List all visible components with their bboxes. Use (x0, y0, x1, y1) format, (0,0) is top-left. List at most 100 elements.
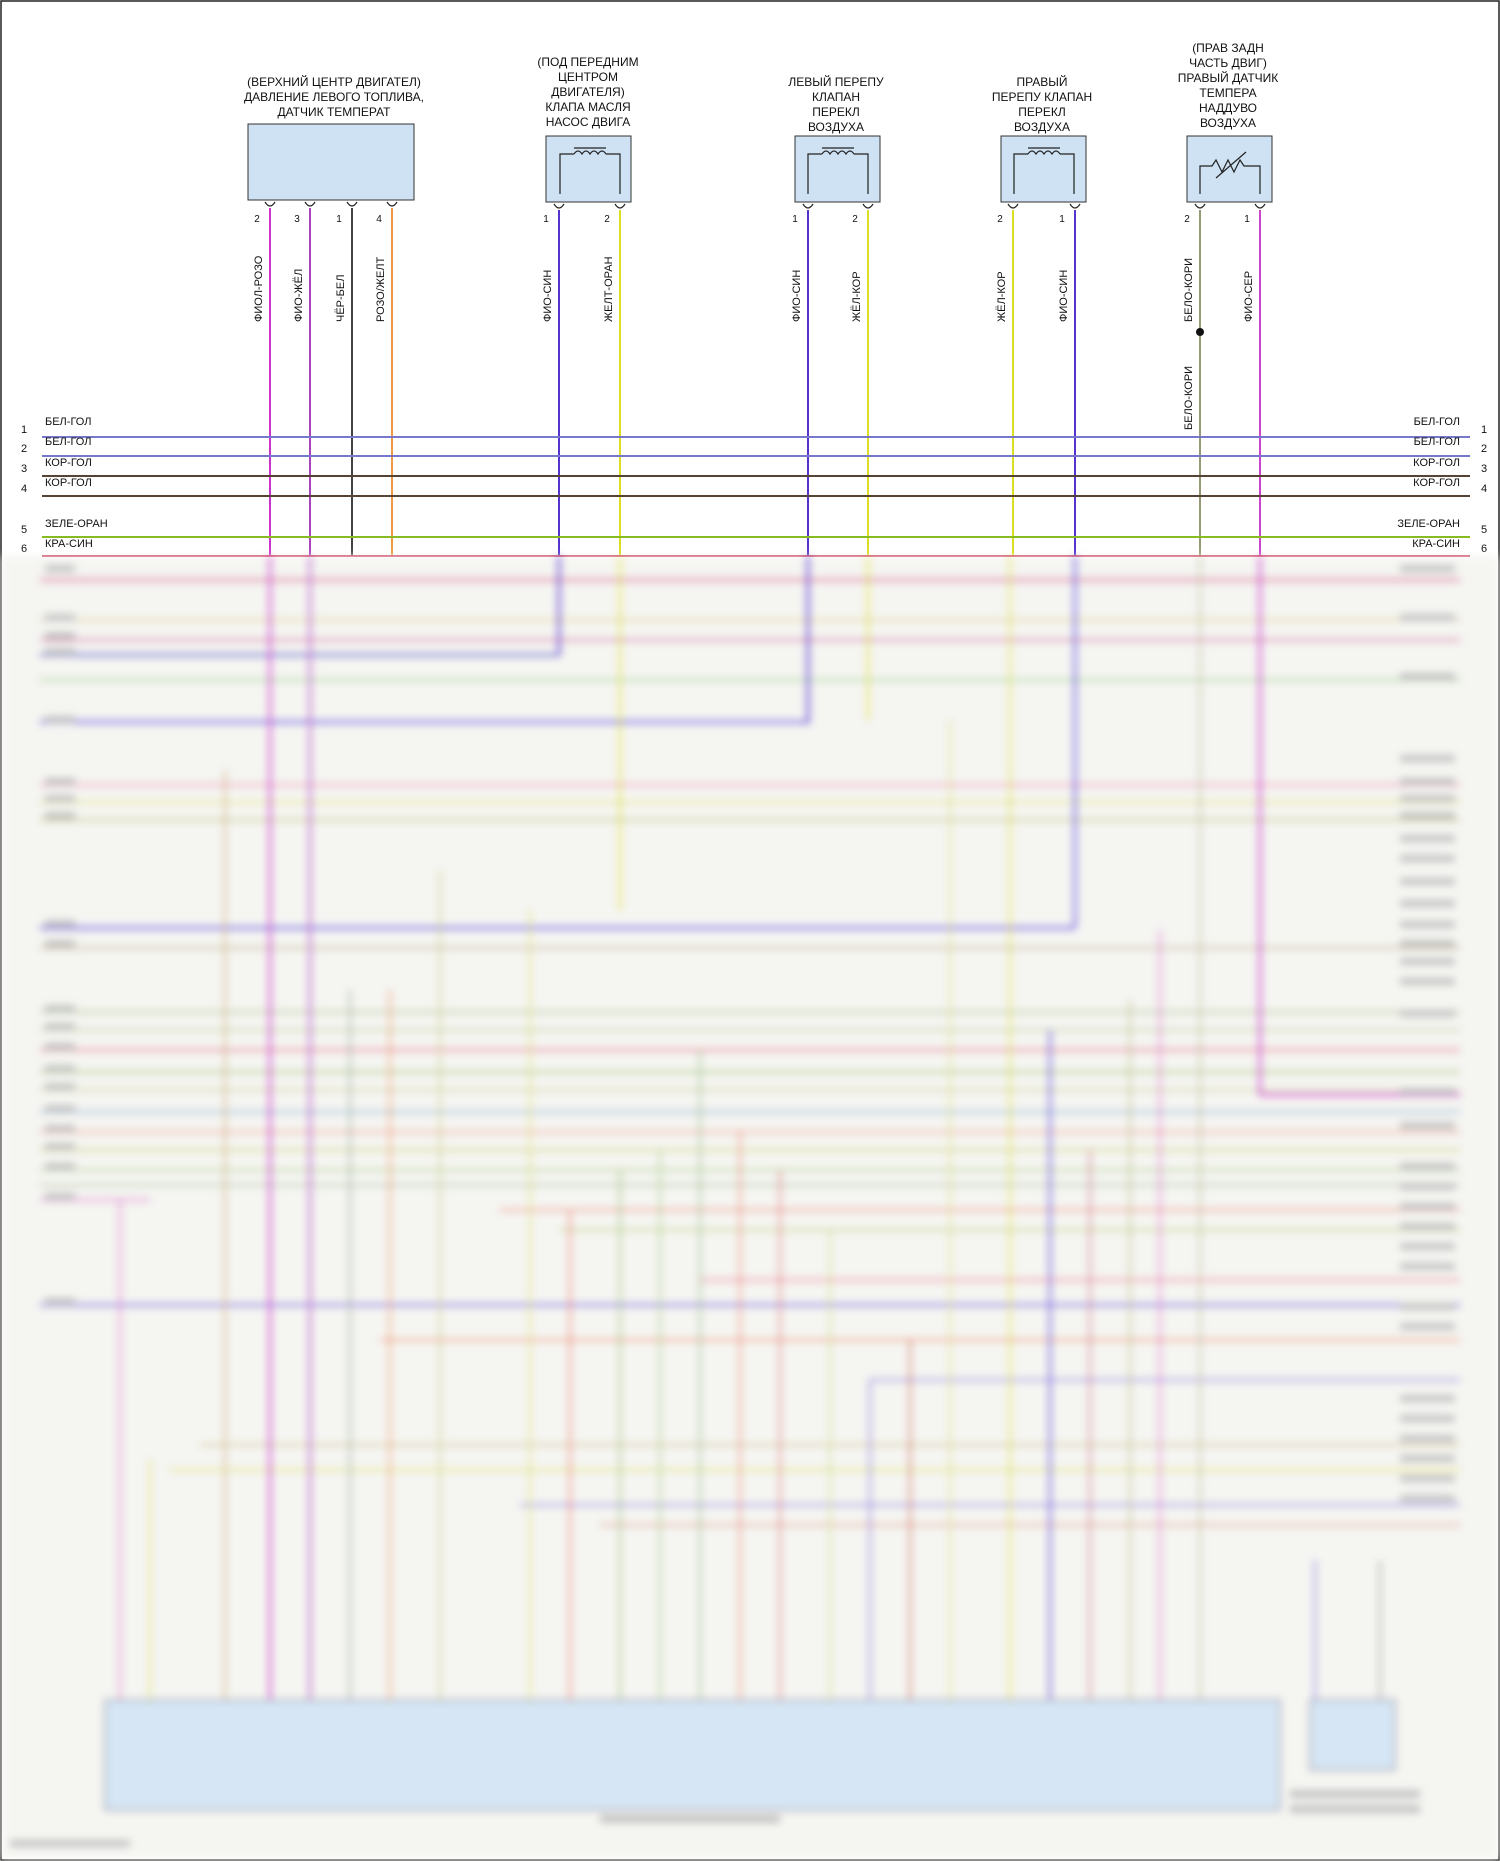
bus-number-left: 5 (21, 524, 27, 536)
connector-terminal (1069, 203, 1081, 209)
component-label-line: ДВИГАТЕЛЯ) (551, 85, 624, 99)
component-label-line: ПЕРЕКЛ (1018, 105, 1066, 119)
wire-label: ЧЁР-БЕЛ (335, 275, 347, 322)
bus-number-left: 4 (21, 483, 27, 495)
pin-number: 1 (792, 214, 798, 225)
bus-lines: 1 БЕЛ-ГОЛ 2 БЕЛ-ГОЛ 3 КОР-ГОЛ 4 КОР-ГОЛ 5 ЗЕЛЕ-ОР… (21, 416, 1487, 557)
component-label-line: ЦЕНТРОМ (558, 70, 618, 84)
connector-terminal (304, 201, 316, 207)
solenoid-icon (807, 147, 869, 194)
component-label-line: ТЕМПЕРА (1199, 86, 1256, 100)
bus-number-left: 3 (21, 463, 27, 475)
valve-box (1000, 135, 1087, 203)
pin-number: 1 (1059, 214, 1065, 225)
sensor-box (247, 123, 415, 201)
wire-label: ЖЕЛТ-ОРАН (603, 256, 615, 322)
connector-terminal (614, 203, 626, 209)
bus-label-right: КОР-ГОЛ (1413, 457, 1460, 469)
connector-terminal (1194, 203, 1206, 209)
pin-number: 2 (604, 214, 610, 225)
sensor-box (1186, 135, 1273, 203)
pin-number: 2 (997, 214, 1003, 225)
bus-label-left: КОР-ГОЛ (45, 457, 92, 469)
bus-label-left: КРА-СИН (45, 538, 93, 550)
valve-box (545, 135, 632, 203)
wire-label: ФИОЛ-РОЗО (253, 255, 265, 322)
wire-label: БЕЛО-КОРИ (1183, 258, 1195, 322)
bus-label-right: КОР-ГОЛ (1413, 477, 1460, 489)
bus-label-right: БЕЛ-ГОЛ (1414, 416, 1460, 428)
thermistor-icon (1199, 151, 1261, 194)
bus-label-left: БЕЛ-ГОЛ (45, 436, 91, 448)
lower-wiring-blurred (2, 556, 1498, 1859)
bus-number-right: 4 (1481, 483, 1487, 495)
pin-number: 2 (1184, 214, 1190, 225)
bus-number-right: 3 (1481, 463, 1487, 475)
splice-wire-label: БЕЛО-КОРИ (1183, 366, 1195, 430)
oil-pump-valve: (ПОД ПЕРЕДНИМ ЦЕНТРОМ ДВИГАТЕЛЯ) КЛАПА М… (537, 55, 639, 203)
component-label-line: ВОЗДУХА (808, 120, 864, 134)
wire-label: ЖЁЛ-КОР (996, 271, 1008, 322)
bus-number-right: 1 (1481, 424, 1487, 436)
component-label-line: НАСОС ДВИГА (546, 115, 631, 129)
bus-label-left: БЕЛ-ГОЛ (45, 416, 91, 428)
connector-terminal (386, 201, 398, 207)
pin-number: 1 (336, 214, 342, 225)
pin-number: 4 (376, 214, 382, 225)
wire-label: ФИО-ЖЁЛ (293, 269, 305, 322)
pin-number: 1 (543, 214, 549, 225)
connector-terminal (346, 201, 358, 207)
wire-label: РОЗО/ЖЕЛТ (375, 257, 387, 322)
wire-label: ФИО-СЕР (1243, 271, 1255, 322)
wire-label: ЖЁЛ-КОР (851, 271, 863, 322)
pin-labels: 2 ФИОЛ-РОЗО 3 ФИО-ЖЁЛ 1 ЧЁР-БЕЛ 4 РОЗО/ЖЕЛТ 1 ФИО… (253, 201, 1266, 322)
connector-terminal (862, 203, 874, 209)
bus-number-left: 1 (21, 424, 27, 436)
component-label-line: ЛЕВЫЙ ПЕРЕПУ (788, 74, 884, 89)
connector-terminal (1254, 203, 1266, 209)
component-label-line: ДАТЧИК ТЕМПЕРАТ (277, 105, 391, 119)
valve-box (794, 135, 881, 203)
connector-terminal (1007, 203, 1019, 209)
component-label-line: ПЕРЕПУ КЛАПАН (992, 90, 1092, 104)
bus-number-left: 2 (21, 443, 27, 455)
pin-number: 3 (294, 214, 300, 225)
connector-terminal (264, 201, 276, 207)
component-label-line: КЛАПА МАСЛЯ (545, 100, 630, 114)
splice-dot (1196, 328, 1204, 336)
bus-number-left: 6 (21, 543, 27, 555)
bus-label-right: ЗЕЛЕ-ОРАН (1397, 518, 1460, 530)
bus-label-left: ЗЕЛЕ-ОРАН (45, 518, 108, 530)
fuel-pressure-temp-sensor: (ВЕРХНИЙ ЦЕНТР ДВИГАТЕЛ) ДАВЛЕНИЕ ЛЕВОГО… (244, 74, 424, 201)
component-label-line: (ПОД ПЕРЕДНИМ (537, 55, 638, 69)
right-air-switch-valve: ПРАВЫЙ ПЕРЕПУ КЛАПАН ПЕРЕКЛ ВОЗДУХА (992, 74, 1092, 203)
pin-number: 2 (852, 214, 858, 225)
wire-label: ФИО-СИН (542, 270, 554, 322)
connector-terminal (802, 203, 814, 209)
bus-number-right: 6 (1481, 543, 1487, 555)
boost-air-temp-sensor: (ПРАВ ЗАДН ЧАСТЬ ДВИГ) ПРАВЫЙ ДАТЧИК ТЕМ… (1178, 41, 1279, 203)
component-label-line: ЧАСТЬ ДВИГ) (1189, 56, 1267, 70)
wire-label: ФИО-СИН (1058, 270, 1070, 322)
component-label-line: (ПРАВ ЗАДН (1192, 41, 1264, 55)
bus-label-left: КОР-ГОЛ (45, 477, 92, 489)
wire-label: ФИО-СИН (791, 270, 803, 322)
pin-number: 1 (1244, 214, 1250, 225)
component-label-line: ВОЗДУХА (1014, 120, 1070, 134)
component-label-line: ВОЗДУХА (1200, 116, 1256, 130)
left-air-switch-valve: ЛЕВЫЙ ПЕРЕПУ КЛАПАН ПЕРЕКЛ ВОЗДУХА (788, 74, 884, 203)
component-label-line: ПРАВЫЙ (1016, 74, 1067, 89)
bus-number-right: 5 (1481, 524, 1487, 536)
bus-label-right: КРА-СИН (1412, 538, 1460, 550)
component-label-line: ПРАВЫЙ ДАТЧИК (1178, 70, 1279, 85)
component-label-line: ДАВЛЕНИЕ ЛЕВОГО ТОПЛИВА, (244, 90, 424, 104)
bus-label-right: БЕЛ-ГОЛ (1414, 436, 1460, 448)
connector-terminal (553, 203, 565, 209)
solenoid-icon (1013, 147, 1075, 194)
wires (269, 208, 1261, 556)
pin-number: 2 (254, 214, 260, 225)
component-label-line: ПЕРЕКЛ (812, 105, 860, 119)
bus-number-right: 2 (1481, 443, 1487, 455)
component-label-line: КЛАПАН (812, 90, 860, 104)
